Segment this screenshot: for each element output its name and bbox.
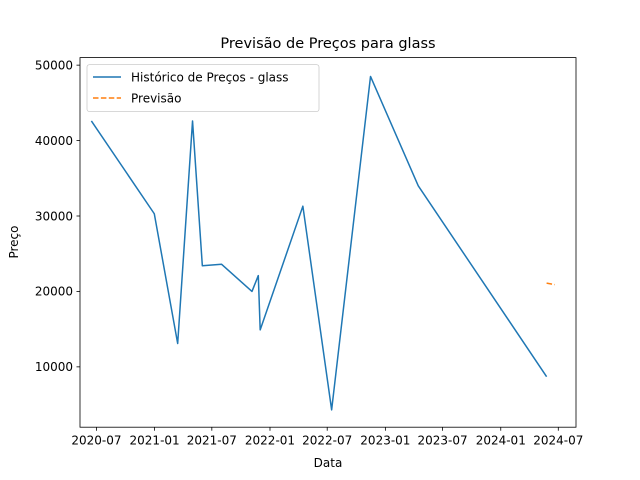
- y-tick-label: 10000: [35, 360, 73, 374]
- y-tick-label: 30000: [35, 209, 73, 223]
- y-tick-label: 20000: [35, 285, 73, 299]
- chart-title: Previsão de Preços para glass: [220, 36, 435, 52]
- x-tick-label: 2023-01: [360, 434, 410, 448]
- y-tick-label: 40000: [35, 134, 73, 148]
- legend-label: Histórico de Preços - glass: [131, 70, 289, 84]
- x-tick-label: 2024-01: [476, 434, 526, 448]
- x-tick-label: 2024-07: [533, 434, 583, 448]
- y-axis-title: Preço: [7, 225, 21, 258]
- series-line-forecast: [546, 282, 555, 286]
- x-axis-title: Data: [314, 456, 343, 470]
- x-tick-label: 2023-07: [418, 434, 468, 448]
- x-tick-label: 2021-01: [130, 434, 180, 448]
- series-line-history: [90, 75, 548, 411]
- x-tick-label: 2021-07: [187, 434, 237, 448]
- x-tick-label: 2022-01: [245, 434, 295, 448]
- legend-box: [86, 64, 320, 112]
- plot-frame: [79, 57, 577, 428]
- legend: Histórico de Preços - glass Previsão: [86, 64, 320, 112]
- y-tick-label: 50000: [35, 58, 73, 72]
- x-tick-label: 2020-07: [71, 434, 121, 448]
- x-tick-label: 2022-07: [302, 434, 352, 448]
- legend-label: Previsão: [131, 91, 181, 105]
